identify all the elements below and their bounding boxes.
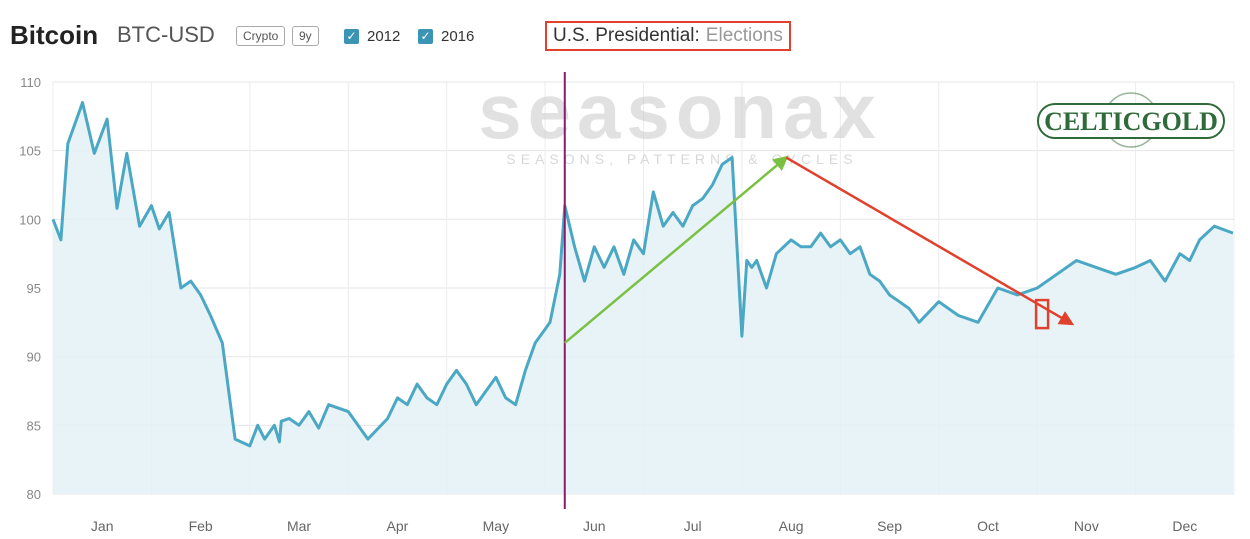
checkmark-icon: ✓ (418, 29, 433, 44)
x-tick-label: Mar (287, 518, 311, 534)
celticgold-logo: CELTICGOLD (1036, 92, 1226, 148)
y-tick-label: 110 (20, 75, 41, 90)
x-tick-label: Sep (877, 518, 902, 534)
crypto-badge[interactable]: Crypto (236, 26, 286, 46)
x-axis: Jan Feb Mar Apr May Jun Jul Aug Sep Oct Nov Dec (91, 518, 1197, 534)
x-tick-label: Feb (189, 518, 213, 534)
logo-text: CELTICGOLD (1044, 107, 1218, 136)
filter-key: U.S. Presidential: (553, 25, 700, 46)
chart-header: Bitcoin BTC-USD Crypto 9y ✓ 2012 ✓ 2016 … (0, 0, 1250, 70)
series-line (51, 101, 1234, 448)
x-tick-label: Dec (1172, 518, 1197, 534)
y-tick-label: 80 (27, 487, 41, 502)
watermark-brand: seasonax (478, 67, 882, 155)
filter-value: Elections (705, 25, 783, 46)
series-area (53, 102, 1233, 494)
checkmark-icon: ✓ (344, 29, 359, 44)
elections-filter[interactable]: U.S. Presidential: Elections (545, 21, 791, 51)
x-tick-label: Jul (684, 518, 702, 534)
years-badge[interactable]: 9y (292, 26, 319, 46)
x-tick-label: Nov (1074, 518, 1099, 534)
y-axis: 80 85 90 95 100 105 110 (19, 75, 41, 502)
y-tick-label: 85 (27, 418, 41, 433)
y-tick-label: 95 (27, 281, 41, 296)
page-title: Bitcoin (10, 20, 99, 50)
x-tick-label: May (483, 518, 509, 534)
checkbox-2012-label: 2012 (367, 28, 401, 45)
red-trend-arrow (785, 156, 1075, 326)
green-trend-arrow (563, 155, 789, 344)
x-tick-label: Jun (583, 518, 606, 534)
election-day-marker (1034, 298, 1050, 330)
checkbox-2016-label: 2016 (441, 28, 475, 45)
x-tick-label: Oct (977, 518, 999, 534)
y-tick-label: 90 (27, 350, 41, 365)
checkbox-2012[interactable]: ✓ 2012 (344, 28, 400, 45)
ticker-symbol: BTC-USD (117, 22, 215, 47)
seasonax-watermark: seasonax SEASONS, PATTERNS & CYCLES (478, 67, 882, 167)
x-tick-label: Apr (387, 518, 409, 534)
watermark-tagline: SEASONS, PATTERNS & CYCLES (506, 151, 857, 167)
x-tick-label: Jan (91, 518, 114, 534)
checkbox-2016[interactable]: ✓ 2016 (418, 28, 474, 45)
x-tick-label: Aug (779, 518, 804, 534)
y-tick-label: 105 (19, 144, 41, 159)
y-tick-label: 100 (19, 212, 41, 227)
